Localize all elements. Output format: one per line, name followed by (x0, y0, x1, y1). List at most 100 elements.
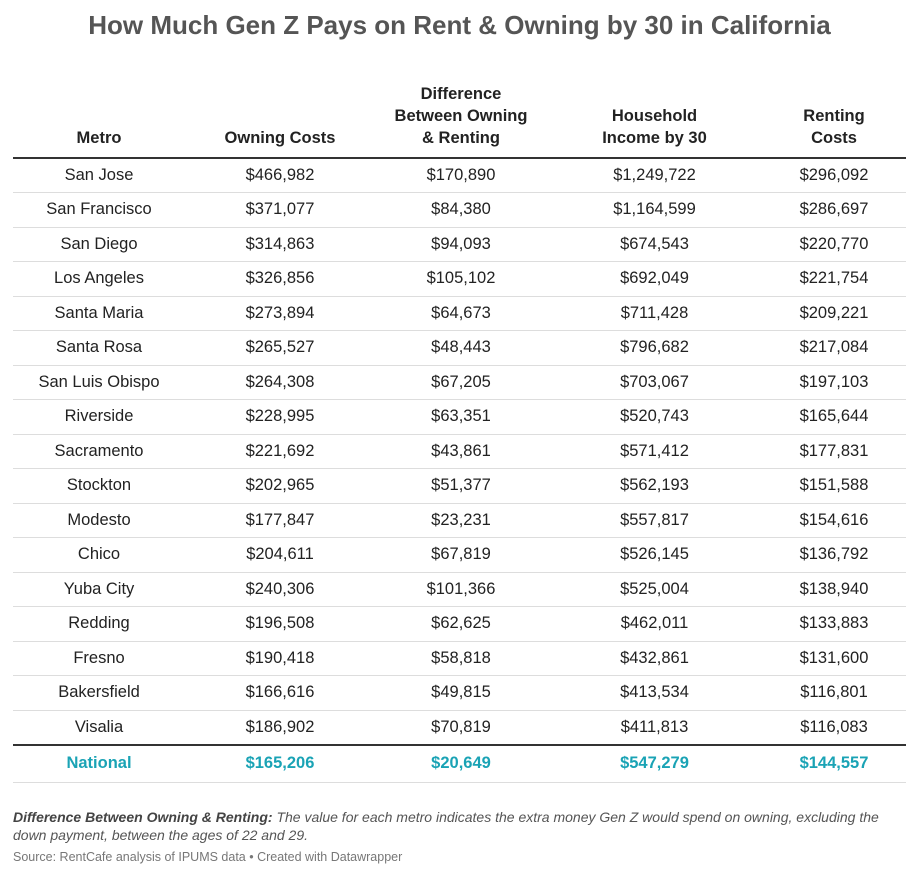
value-cell: $84,380 (375, 192, 547, 228)
value-cell: $197,103 (762, 365, 906, 400)
total-cell: $165,206 (185, 743, 375, 783)
value-cell: $286,697 (762, 192, 906, 228)
value-cell: $138,940 (762, 572, 906, 607)
metro-cell: Redding (13, 606, 185, 642)
value-cell: $411,813 (547, 710, 762, 745)
value-cell: $23,231 (375, 503, 547, 538)
value-cell: $371,077 (185, 192, 375, 228)
table-row: Santa Maria $273,894 $64,673 $711,428 $209,2… (13, 296, 906, 331)
total-cell: $144,557 (762, 743, 906, 783)
value-cell: $116,083 (762, 710, 906, 745)
value-cell: $62,625 (375, 606, 547, 642)
value-cell: $796,682 (547, 330, 762, 366)
value-cell: $165,644 (762, 399, 906, 435)
table-row: Visalia $186,902 $70,819 $411,813 $116,083 (13, 710, 906, 745)
value-cell: $228,995 (185, 399, 375, 435)
value-cell: $196,508 (185, 606, 375, 642)
value-cell: $221,692 (185, 434, 375, 469)
value-cell: $692,049 (547, 261, 762, 297)
source: Source: RentCafe analysis of IPUMS data … (13, 850, 403, 864)
metro-cell: San Luis Obispo (13, 365, 185, 400)
total-cell: $547,279 (547, 743, 762, 783)
value-cell: $133,883 (762, 606, 906, 642)
value-cell: $70,819 (375, 710, 547, 745)
table-row: Los Angeles $326,856 $105,102 $692,049 $221,… (13, 261, 906, 297)
table-row: Yuba City $240,306 $101,366 $525,004 $138,94… (13, 572, 906, 607)
value-cell: $136,792 (762, 537, 906, 573)
value-cell: $101,366 (375, 572, 547, 607)
value-cell: $520,743 (547, 399, 762, 435)
table-row: Chico $204,611 $67,819 $526,145 $136,792 (13, 537, 906, 573)
value-cell: $209,221 (762, 296, 906, 331)
metro-cell: Los Angeles (13, 261, 185, 297)
value-cell: $525,004 (547, 572, 762, 607)
table-row: Fresno $190,418 $58,818 $432,861 $131,600 (13, 641, 906, 676)
metro-cell: Riverside (13, 399, 185, 435)
value-cell: $105,102 (375, 261, 547, 297)
value-cell: $43,861 (375, 434, 547, 469)
value-cell: $154,616 (762, 503, 906, 538)
table-row: San Francisco $371,077 $84,380 $1,164,599 $2… (13, 192, 906, 228)
column-header: Metro (13, 78, 185, 159)
value-cell: $131,600 (762, 641, 906, 676)
table-row: Riverside $228,995 $63,351 $520,743 $165,644 (13, 399, 906, 435)
column-header: Household Income by 30 (547, 78, 762, 159)
metro-cell: Bakersfield (13, 675, 185, 711)
value-cell: $94,093 (375, 227, 547, 262)
value-cell: $466,982 (185, 158, 375, 193)
value-cell: $264,308 (185, 365, 375, 400)
table-row: Santa Rosa $265,527 $48,443 $796,682 $217,08… (13, 330, 906, 366)
value-cell: $557,817 (547, 503, 762, 538)
value-cell: $51,377 (375, 468, 547, 504)
metro-cell: Sacramento (13, 434, 185, 469)
value-cell: $49,815 (375, 675, 547, 711)
value-cell: $1,249,722 (547, 158, 762, 193)
total-row: National $165,206 $20,649 $547,279 $144,557 (13, 743, 906, 783)
metro-cell: San Francisco (13, 192, 185, 228)
metro-cell: Stockton (13, 468, 185, 504)
metro-cell: Santa Rosa (13, 330, 185, 366)
value-cell: $186,902 (185, 710, 375, 745)
column-header: Owning Costs (185, 78, 375, 159)
table-row: Modesto $177,847 $23,231 $557,817 $154,616 (13, 503, 906, 538)
value-cell: $571,412 (547, 434, 762, 469)
value-cell: $265,527 (185, 330, 375, 366)
value-cell: $67,205 (375, 365, 547, 400)
value-cell: $202,965 (185, 468, 375, 504)
value-cell: $711,428 (547, 296, 762, 331)
value-cell: $63,351 (375, 399, 547, 435)
metro-cell: Fresno (13, 641, 185, 676)
table-row: Redding $196,508 $62,625 $462,011 $133,883 (13, 606, 906, 642)
metro-cell: Santa Maria (13, 296, 185, 331)
value-cell: $204,611 (185, 537, 375, 573)
table-row: Stockton $202,965 $51,377 $562,193 $151,588 (13, 468, 906, 504)
value-cell: $221,754 (762, 261, 906, 297)
value-cell: $1,164,599 (547, 192, 762, 228)
value-cell: $273,894 (185, 296, 375, 331)
total-cell: $20,649 (375, 743, 547, 783)
metro-cell: San Jose (13, 158, 185, 193)
value-cell: $240,306 (185, 572, 375, 607)
value-cell: $526,145 (547, 537, 762, 573)
metro-cell: Yuba City (13, 572, 185, 607)
total-label: National (13, 743, 185, 783)
value-cell: $64,673 (375, 296, 547, 331)
metro-cell: Chico (13, 537, 185, 573)
note: Difference Between Owning & Renting: The… (13, 808, 906, 844)
value-cell: $177,847 (185, 503, 375, 538)
data-table: Metro Owning Costs Difference Between Owni… (13, 78, 906, 783)
value-cell: $177,831 (762, 434, 906, 469)
value-cell: $116,801 (762, 675, 906, 711)
value-cell: $296,092 (762, 158, 906, 193)
note-label: Difference Between Owning & Renting: (13, 809, 273, 825)
value-cell: $217,084 (762, 330, 906, 366)
metro-cell: Modesto (13, 503, 185, 538)
table-row: Sacramento $221,692 $43,861 $571,412 $177,83… (13, 434, 906, 469)
table-row: San Jose $466,982 $170,890 $1,249,722 $296,0… (13, 158, 906, 193)
value-cell: $562,193 (547, 468, 762, 504)
value-cell: $462,011 (547, 606, 762, 642)
column-header: Renting Costs (762, 78, 906, 159)
value-cell: $58,818 (375, 641, 547, 676)
value-cell: $413,534 (547, 675, 762, 711)
